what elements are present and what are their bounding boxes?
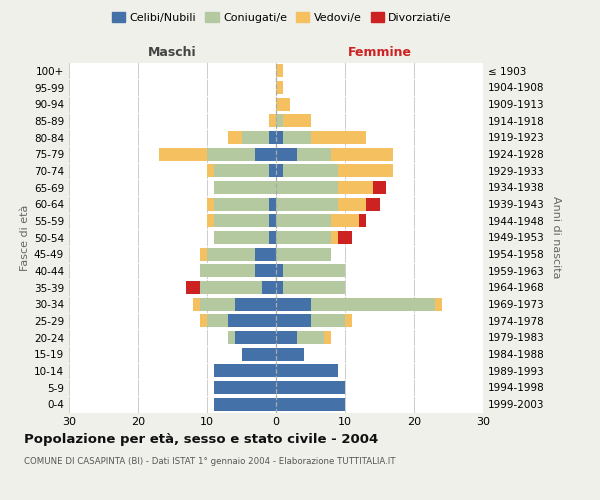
Bar [338, 231, 352, 244]
Bar [283, 164, 338, 177]
Bar [159, 148, 207, 160]
Bar [366, 198, 380, 210]
Bar [296, 331, 324, 344]
Bar [207, 248, 256, 260]
Bar [276, 64, 283, 78]
Bar [276, 98, 290, 110]
Bar [187, 281, 200, 294]
Bar [200, 281, 262, 294]
Bar [193, 298, 200, 310]
Bar [276, 131, 283, 144]
Bar [283, 281, 345, 294]
Bar [200, 248, 207, 260]
Bar [331, 231, 338, 244]
Bar [276, 348, 304, 360]
Bar [276, 214, 331, 228]
Bar [276, 398, 345, 410]
Bar [200, 298, 235, 310]
Bar [276, 148, 296, 160]
Bar [269, 131, 276, 144]
Bar [311, 131, 366, 144]
Bar [276, 364, 338, 378]
Bar [276, 164, 283, 177]
Legend: Celibi/Nubili, Coniugati/e, Vedovi/e, Divorziati/e: Celibi/Nubili, Coniugati/e, Vedovi/e, Di… [107, 8, 457, 28]
Bar [241, 348, 276, 360]
Y-axis label: Anni di nascita: Anni di nascita [551, 196, 561, 278]
Bar [256, 248, 276, 260]
Bar [262, 281, 276, 294]
Bar [283, 114, 311, 128]
Bar [338, 164, 394, 177]
Bar [276, 198, 338, 210]
Bar [207, 148, 256, 160]
Bar [359, 214, 365, 228]
Text: COMUNE DI CASAPINTA (BI) - Dati ISTAT 1° gennaio 2004 - Elaborazione TUTTITALIA.: COMUNE DI CASAPINTA (BI) - Dati ISTAT 1°… [24, 458, 395, 466]
Bar [214, 181, 276, 194]
Bar [214, 398, 276, 410]
Bar [311, 314, 345, 328]
Bar [338, 198, 365, 210]
Bar [214, 364, 276, 378]
Bar [276, 331, 296, 344]
Bar [207, 164, 214, 177]
Bar [276, 298, 311, 310]
Bar [269, 164, 276, 177]
Bar [200, 314, 207, 328]
Bar [214, 231, 269, 244]
Text: Femmine: Femmine [347, 46, 412, 59]
Bar [214, 164, 269, 177]
Bar [276, 181, 338, 194]
Bar [276, 281, 283, 294]
Bar [276, 231, 331, 244]
Bar [283, 131, 311, 144]
Bar [214, 214, 269, 228]
Y-axis label: Fasce di età: Fasce di età [20, 204, 30, 270]
Bar [235, 298, 276, 310]
Bar [214, 198, 269, 210]
Bar [325, 331, 331, 344]
Bar [214, 381, 276, 394]
Text: Maschi: Maschi [148, 46, 197, 59]
Bar [256, 264, 276, 278]
Bar [283, 264, 345, 278]
Bar [228, 131, 241, 144]
Bar [242, 131, 269, 144]
Text: Popolazione per età, sesso e stato civile - 2004: Popolazione per età, sesso e stato civil… [24, 432, 378, 446]
Bar [331, 148, 394, 160]
Bar [373, 181, 386, 194]
Bar [269, 114, 276, 128]
Bar [228, 314, 276, 328]
Bar [235, 331, 276, 344]
Bar [276, 264, 283, 278]
Bar [345, 314, 352, 328]
Bar [331, 214, 359, 228]
Bar [276, 114, 283, 128]
Bar [269, 198, 276, 210]
Bar [296, 148, 331, 160]
Bar [269, 231, 276, 244]
Bar [256, 148, 276, 160]
Bar [207, 214, 214, 228]
Bar [228, 331, 235, 344]
Bar [311, 298, 434, 310]
Bar [276, 381, 345, 394]
Bar [338, 181, 373, 194]
Bar [207, 198, 214, 210]
Bar [200, 264, 256, 278]
Bar [276, 314, 311, 328]
Bar [434, 298, 442, 310]
Bar [207, 314, 228, 328]
Bar [276, 248, 331, 260]
Bar [269, 214, 276, 228]
Bar [276, 81, 283, 94]
